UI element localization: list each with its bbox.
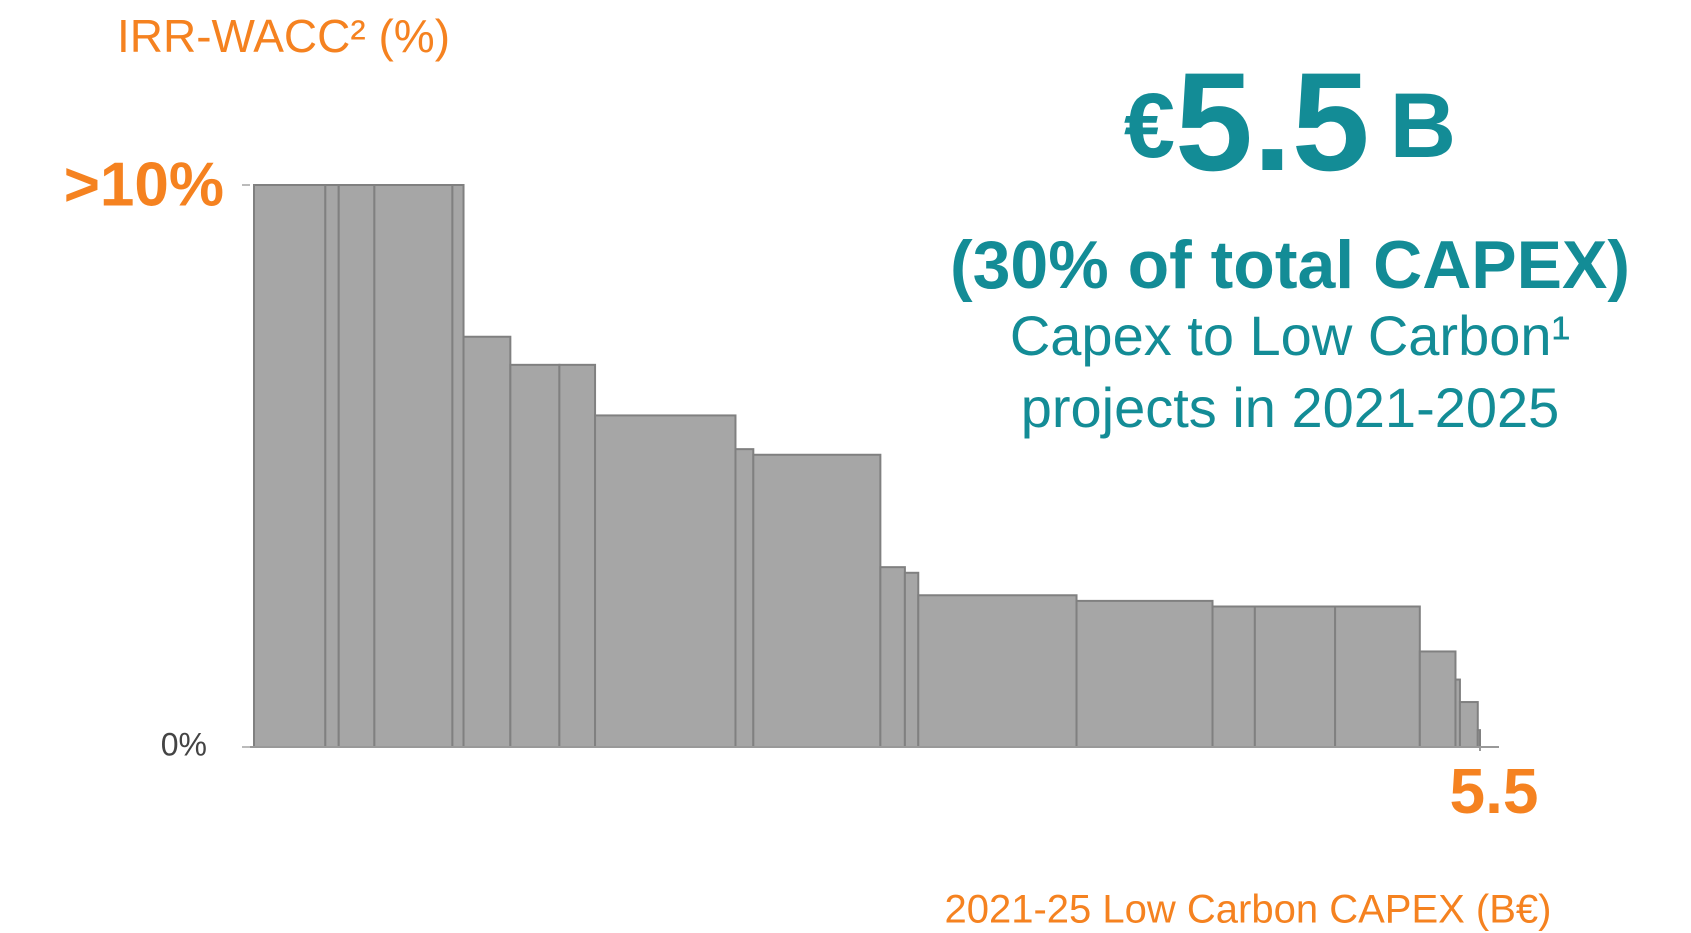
- bar: [1458, 701, 1479, 748]
- y-axis-title: IRR-WACC² (%): [117, 10, 450, 62]
- headline-currency: €: [1124, 75, 1175, 177]
- bar: [1476, 729, 1481, 749]
- share-annotation: (30% of total CAPEX): [950, 227, 1630, 303]
- y-tick-label: 0%: [161, 726, 207, 762]
- bar: [324, 184, 340, 748]
- bar: [451, 184, 465, 748]
- y-tick-label: >10%: [64, 150, 224, 219]
- bar: [1211, 605, 1256, 748]
- caption-line: Capex to Low Carbon¹: [1010, 304, 1570, 367]
- caption-line: projects in 2021-2025: [1021, 376, 1560, 439]
- bar: [903, 571, 920, 749]
- bar: [373, 184, 454, 748]
- bar: [558, 363, 597, 748]
- headline: €5.5 B: [1124, 43, 1456, 200]
- bar: [337, 184, 376, 748]
- bar: [509, 363, 561, 748]
- bar: [879, 566, 906, 748]
- x-axis-title: 2021-25 Low Carbon CAPEX (B€): [945, 888, 1552, 932]
- bar: [594, 414, 737, 748]
- bar: [1334, 605, 1421, 748]
- headline-amount: 5.5: [1175, 43, 1370, 200]
- bar: [1253, 605, 1337, 748]
- bar: [752, 453, 882, 748]
- bar: [734, 448, 755, 748]
- x-tick-label: 5.5: [1450, 755, 1539, 827]
- bar: [253, 184, 327, 748]
- bar: [1418, 650, 1457, 749]
- bar: [462, 335, 512, 748]
- headline-unit: B: [1390, 75, 1456, 177]
- bar: [917, 594, 1078, 749]
- bar: [1075, 599, 1214, 748]
